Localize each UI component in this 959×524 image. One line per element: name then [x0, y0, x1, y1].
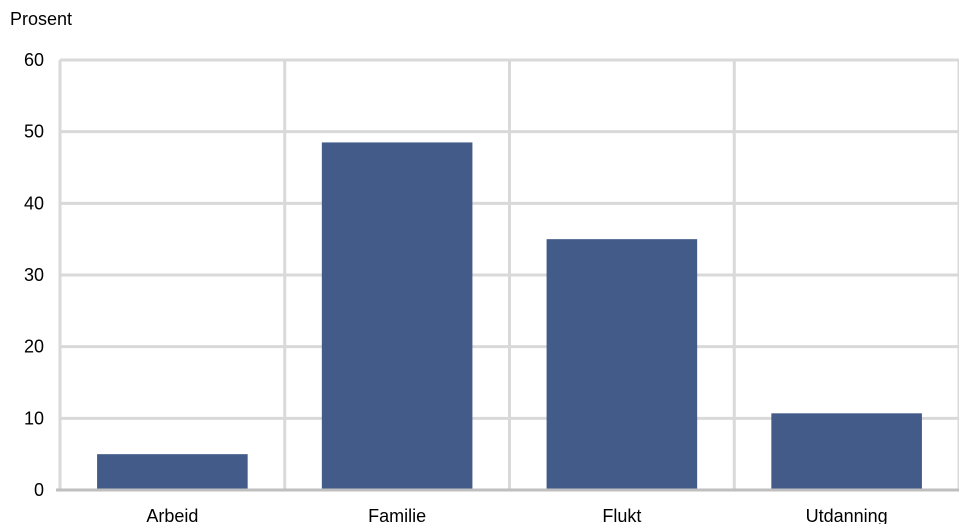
x-category-label: Utdanning: [806, 506, 888, 524]
y-tick-label: 60: [24, 50, 44, 70]
x-axis-labels: Arbeid Familie Flukt Utdanning: [146, 506, 887, 524]
x-category-label: Arbeid: [146, 506, 198, 524]
y-tick-label: 40: [24, 193, 44, 213]
bars: [97, 142, 922, 490]
y-tick-label: 10: [24, 408, 44, 428]
y-tick-label: 50: [24, 122, 44, 142]
x-category-label: Familie: [368, 506, 426, 524]
bar-familie: [321, 142, 473, 490]
y-axis-title: Prosent: [10, 9, 72, 29]
bar-flukt: [546, 239, 698, 490]
bar-arbeid: [97, 454, 248, 490]
gridlines: [58, 58, 959, 490]
y-tick-label: 20: [24, 337, 44, 357]
x-category-label: Flukt: [602, 506, 641, 524]
y-tick-label: 0: [34, 480, 44, 500]
y-axis-ticks: 0 10 20 30 40 50 60: [24, 50, 44, 500]
bar-utdanning: [771, 413, 922, 490]
y-tick-label: 30: [24, 265, 44, 285]
